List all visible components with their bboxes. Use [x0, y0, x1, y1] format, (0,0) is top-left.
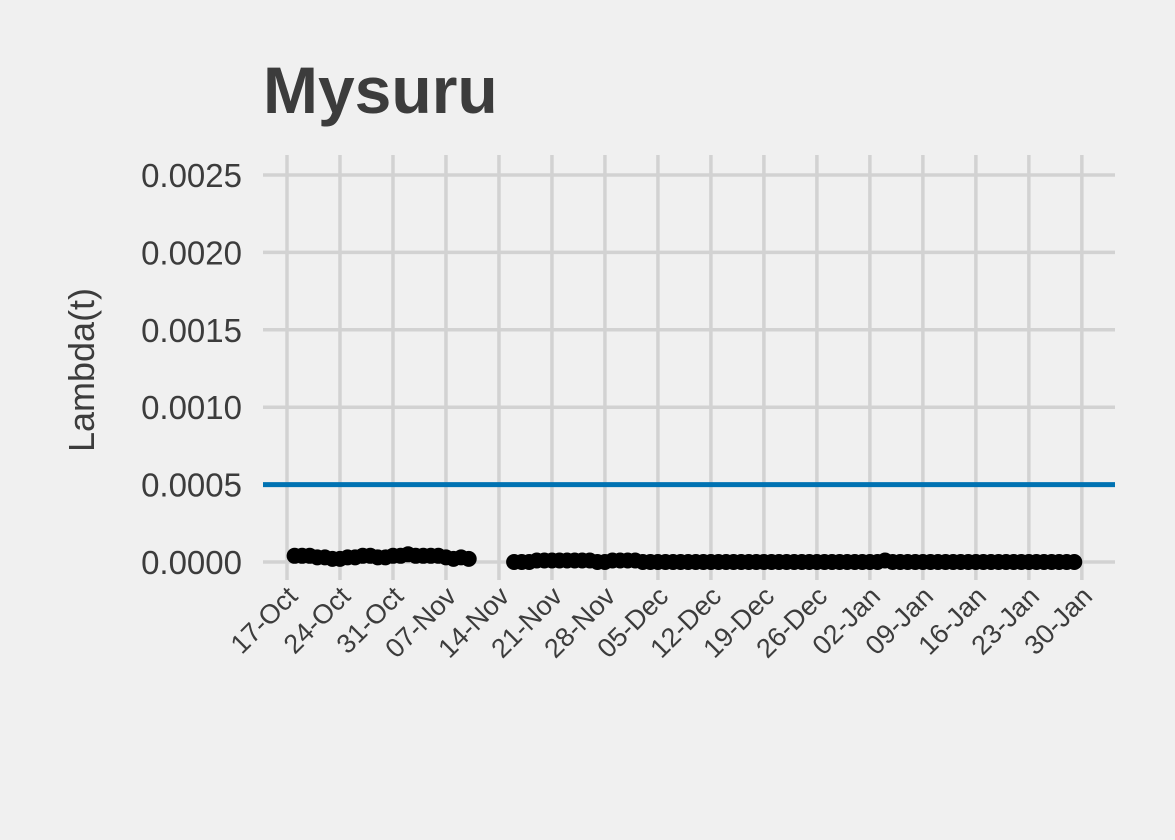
- y-axis-label: Lambda(t): [61, 288, 102, 452]
- y-tick-labels: 0.0000 0.0005 0.0010 0.0015 0.0020 0.0025: [141, 157, 242, 581]
- series-lambda: [286, 546, 1083, 570]
- data-point: [1066, 554, 1083, 570]
- y-tick-label: 0.0010: [141, 389, 242, 426]
- y-tick-label: 0.0020: [141, 234, 242, 271]
- x-gridlines: [285, 155, 1084, 580]
- data-point: [460, 550, 477, 567]
- y-tick-label: 0.0005: [141, 467, 242, 504]
- y-tick-label: 0.0000: [141, 544, 242, 581]
- chart-title: Mysuru: [263, 53, 498, 127]
- y-tick-label: 0.0025: [141, 157, 242, 194]
- y-tick-label: 0.0015: [141, 312, 242, 349]
